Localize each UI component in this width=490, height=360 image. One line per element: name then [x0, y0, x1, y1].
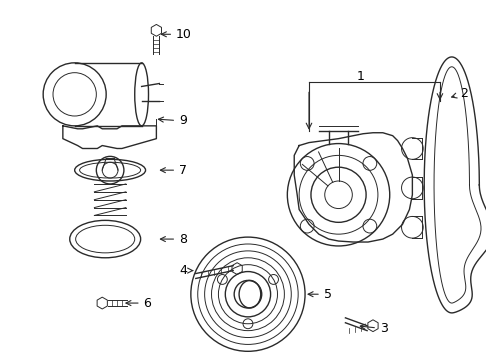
Text: 1: 1	[356, 70, 364, 83]
Text: 3: 3	[360, 322, 388, 335]
Text: 5: 5	[308, 288, 332, 301]
Text: 7: 7	[160, 164, 187, 177]
Text: 10: 10	[161, 28, 192, 41]
Text: 8: 8	[160, 233, 187, 246]
Text: 2: 2	[452, 87, 467, 100]
Text: 4: 4	[179, 264, 193, 277]
Text: 6: 6	[126, 297, 151, 310]
Text: 9: 9	[158, 114, 187, 127]
